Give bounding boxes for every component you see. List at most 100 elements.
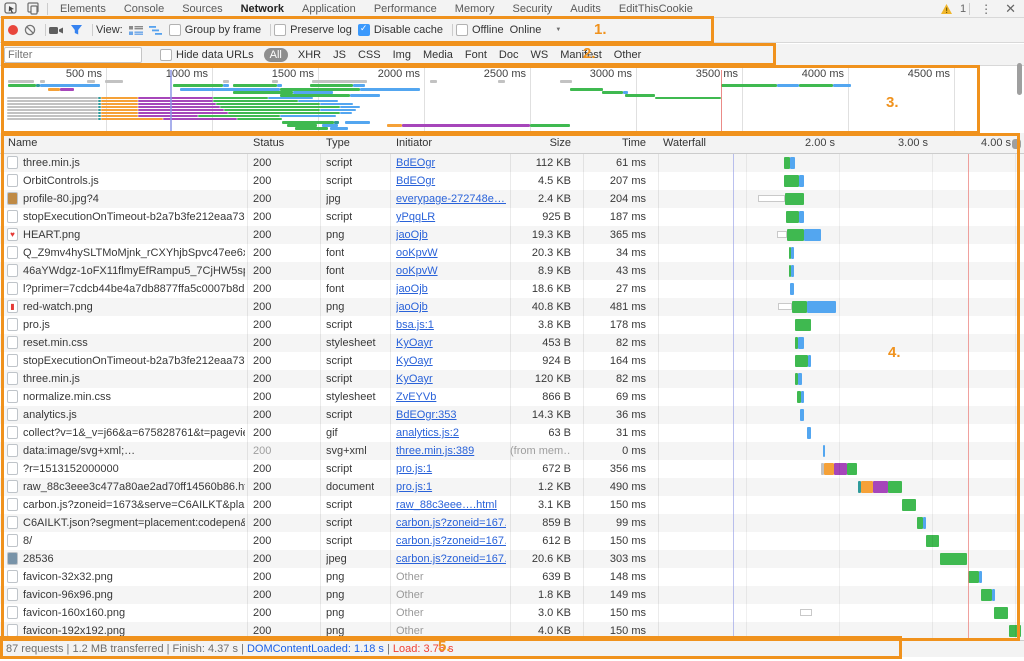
more-options-icon[interactable]: ⋮ [973, 2, 999, 16]
filter-chip-manifest[interactable]: Manifest [560, 49, 602, 61]
request-initiator-link[interactable]: raw_88c3eee….html [396, 499, 506, 511]
table-row[interactable]: favicon-32x32.png200pngOther639 B148 ms [0, 568, 1024, 586]
disable-cache-checkbox[interactable]: Disable cache [358, 24, 443, 36]
request-initiator-link[interactable]: analytics.js:2 [396, 427, 506, 439]
table-row[interactable]: collect?v=1&_v=j66&a=675828761&t=pagevie… [0, 424, 1024, 442]
table-row[interactable]: data:image/svg+xml;…200svg+xmlthree.min.… [0, 442, 1024, 460]
close-devtools-icon[interactable]: ✕ [999, 1, 1022, 17]
tab-console[interactable]: Console [115, 2, 173, 16]
throttling-dropdown[interactable]: Online▼ [510, 24, 562, 36]
request-initiator-link[interactable]: BdEOgr:353 [396, 409, 506, 421]
filter-chip-doc[interactable]: Doc [499, 49, 519, 61]
table-row[interactable]: analytics.js200scriptBdEOgr:35314.3 KB36… [0, 406, 1024, 424]
tab-elements[interactable]: Elements [51, 2, 115, 16]
tab-sources[interactable]: Sources [173, 2, 231, 16]
column-header-time[interactable]: Time [583, 137, 646, 149]
column-separator[interactable] [658, 133, 659, 640]
request-initiator-link[interactable]: ooKpvW [396, 265, 506, 277]
column-header-name[interactable]: Name [8, 137, 37, 149]
table-row[interactable]: carbon.js?zoneid=1673&serve=C6AILKT&pla…… [0, 496, 1024, 514]
request-initiator-link[interactable]: KyOayr [396, 373, 506, 385]
table-row[interactable]: raw_88c3eee3c477a80ae2ad70ff14560b86.htm… [0, 478, 1024, 496]
request-initiator-link[interactable]: jaoOjb [396, 229, 506, 241]
column-separator[interactable] [320, 133, 321, 640]
preserve-log-checkbox[interactable]: Preserve log [274, 24, 352, 36]
warning-icon[interactable] [936, 1, 958, 17]
request-initiator-link[interactable]: pro.js:1 [396, 463, 506, 475]
column-header-type[interactable]: Type [326, 137, 350, 149]
network-overview-timeline[interactable]: 500 ms1000 ms1500 ms2000 ms2500 ms3000 m… [0, 66, 1024, 134]
filter-chip-js[interactable]: JS [333, 49, 346, 61]
tab-network[interactable]: Network [232, 2, 293, 16]
tab-performance[interactable]: Performance [365, 2, 446, 16]
table-row[interactable]: ♥HEART.png200pngjaoOjb19.3 KB365 ms [0, 226, 1024, 244]
filter-chip-font[interactable]: Font [465, 49, 487, 61]
tab-security[interactable]: Security [504, 2, 562, 16]
request-initiator-link[interactable]: jaoOjb [396, 283, 506, 295]
request-initiator-link[interactable]: everypage-272748e…… [396, 193, 506, 205]
request-initiator-link[interactable]: bsa.js:1 [396, 319, 506, 331]
table-row[interactable]: OrbitControls.js200scriptBdEOgr4.5 KB207… [0, 172, 1024, 190]
request-initiator-link[interactable]: KyOayr [396, 355, 506, 367]
request-initiator-link[interactable]: carbon.js?zoneid=167… [396, 553, 506, 565]
table-row[interactable]: three.min.js200scriptBdEOgr112 KB61 ms [0, 154, 1024, 172]
table-row[interactable]: pro.js200scriptbsa.js:13.8 KB178 ms [0, 316, 1024, 334]
request-initiator-link[interactable]: pro.js:1 [396, 481, 506, 493]
table-row[interactable]: C6AILKT.json?segment=placement:codepen&…… [0, 514, 1024, 532]
filter-input[interactable] [4, 47, 142, 63]
table-row[interactable]: ▮red-watch.png200pngjaoOjb40.8 KB481 ms [0, 298, 1024, 316]
table-row[interactable]: ?r=1513152000000200scriptpro.js:1672 B35… [0, 460, 1024, 478]
show-overview-toggle-icon[interactable] [149, 25, 163, 36]
hide-data-urls-checkbox[interactable]: Hide data URLs [160, 49, 254, 61]
filter-chip-css[interactable]: CSS [358, 49, 381, 61]
table-row[interactable]: stopExecutionOnTimeout-b2a7b3fe212eaa73…… [0, 208, 1024, 226]
inspect-element-icon[interactable] [0, 1, 22, 17]
table-row[interactable]: normalize.min.css200stylesheetZvEYVb866 … [0, 388, 1024, 406]
table-row[interactable]: stopExecutionOnTimeout-b2a7b3fe212eaa73…… [0, 352, 1024, 370]
offline-checkbox[interactable]: Offline [456, 24, 504, 36]
clear-button[interactable] [24, 24, 36, 36]
request-initiator-link[interactable]: ZvEYVb [396, 391, 506, 403]
request-initiator-link[interactable]: ooKpvW [396, 247, 506, 259]
table-row[interactable]: 8/200scriptcarbon.js?zoneid=167…612 B150… [0, 532, 1024, 550]
column-separator[interactable] [390, 133, 391, 640]
table-row[interactable]: 28536200jpegcarbon.js?zoneid=167…20.6 KB… [0, 550, 1024, 568]
large-rows-toggle-icon[interactable] [129, 25, 143, 36]
table-row[interactable]: favicon-96x96.png200pngOther1.8 KB149 ms [0, 586, 1024, 604]
request-initiator-link[interactable]: carbon.js?zoneid=167… [396, 517, 506, 529]
filter-chip-all[interactable]: All [264, 48, 288, 62]
column-header-size[interactable]: Size [510, 137, 571, 149]
table-row[interactable]: reset.min.css200stylesheetKyOayr453 B82 … [0, 334, 1024, 352]
table-row[interactable]: three.min.js200scriptKyOayr120 KB82 ms [0, 370, 1024, 388]
column-separator[interactable] [510, 133, 511, 640]
column-separator[interactable] [247, 133, 248, 640]
column-header-initiator[interactable]: Initiator [396, 137, 432, 149]
table-row[interactable]: Q_Z9mv4hySLTMoMjnk_rCXYhjbSpvc47ee6x…200… [0, 244, 1024, 262]
table-row[interactable]: profile-80.jpg?4200jpgeverypage-272748e…… [0, 190, 1024, 208]
request-initiator-link[interactable]: yPqqLR [396, 211, 506, 223]
screenshot-capture-button[interactable] [49, 25, 64, 36]
filter-chip-ws[interactable]: WS [530, 49, 548, 61]
column-header-waterfall[interactable]: Waterfall [663, 137, 706, 149]
column-header-status[interactable]: Status [253, 137, 284, 149]
filter-funnel-button[interactable] [70, 24, 83, 36]
filter-chip-img[interactable]: Img [393, 49, 411, 61]
table-row[interactable]: l?primer=7cdcb44be4a7db8877ffa5c0007b8d…… [0, 280, 1024, 298]
request-initiator-link[interactable]: BdEOgr [396, 157, 506, 169]
table-row[interactable]: 46aYWdgz-1oFX11flmyEfRampu5_7CjHW5sp…200… [0, 262, 1024, 280]
request-initiator-link[interactable]: KyOayr [396, 337, 506, 349]
tab-audits[interactable]: Audits [561, 2, 610, 16]
request-initiator-link[interactable]: BdEOgr [396, 175, 506, 187]
request-initiator-link[interactable]: three.min.js:389 [396, 445, 506, 457]
record-button[interactable] [8, 25, 18, 35]
filter-chip-xhr[interactable]: XHR [298, 49, 321, 61]
vertical-scrollbar-thumb[interactable] [1017, 63, 1022, 95]
device-toolbar-icon[interactable] [22, 1, 44, 17]
tab-application[interactable]: Application [293, 2, 365, 16]
request-initiator-link[interactable]: carbon.js?zoneid=167… [396, 535, 506, 547]
table-row[interactable]: favicon-192x192.png200pngOther4.0 KB150 … [0, 622, 1024, 640]
filter-chip-other[interactable]: Other [614, 49, 642, 61]
request-initiator-link[interactable]: jaoOjb [396, 301, 506, 313]
filter-chip-media[interactable]: Media [423, 49, 453, 61]
table-row[interactable]: favicon-160x160.png200pngOther3.0 KB150 … [0, 604, 1024, 622]
